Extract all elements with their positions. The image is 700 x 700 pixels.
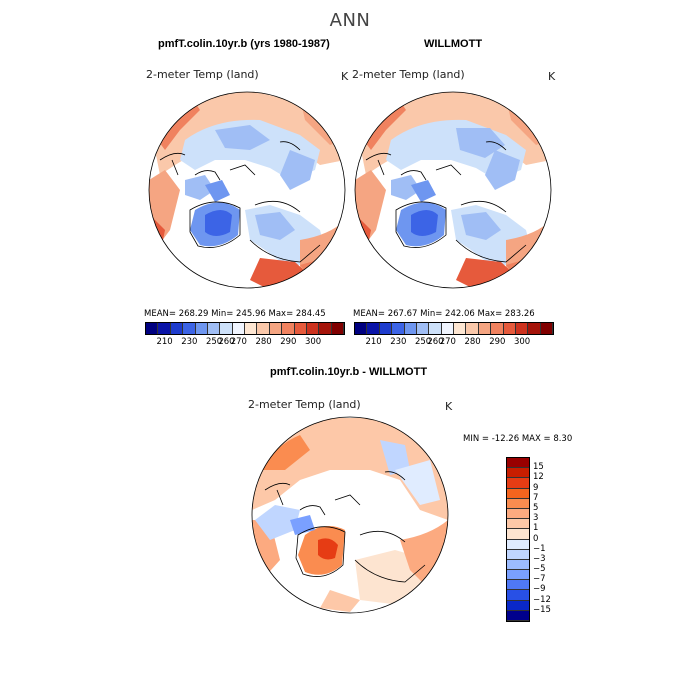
colorbar-tick-label: 300 bbox=[513, 337, 531, 347]
colorbar-tick-label: 260 bbox=[218, 337, 235, 347]
colorbar-tick-label: −15 bbox=[533, 604, 551, 615]
colorbar-swatch bbox=[507, 468, 529, 479]
colorbar-swatch bbox=[507, 549, 529, 560]
diff-minmax: MIN = -12.26 MAX = 8.30 bbox=[463, 434, 573, 444]
colorbar-tick-label: 280 bbox=[255, 337, 272, 347]
panel-variable-label-obs: 2-meter Temp (land) bbox=[352, 68, 465, 81]
colorbar-swatch bbox=[507, 539, 529, 550]
colorbar-swatch bbox=[269, 323, 283, 334]
panel-title-diff: pmfT.colin.10yr.b - WILLMOTT bbox=[270, 366, 428, 378]
colorbar-swatch bbox=[441, 323, 454, 334]
colorbar-swatch bbox=[207, 323, 221, 334]
colorbar-swatch bbox=[331, 323, 344, 334]
colorbar-swatch bbox=[170, 323, 184, 334]
colorbar-swatch bbox=[507, 488, 529, 499]
colorbar-tick-label: −3 bbox=[533, 553, 546, 564]
colorbar-tick-label: 300 bbox=[304, 337, 322, 347]
panel-stats-model: MEAN= 268.29 Min= 245.96 Max= 284.45 bbox=[144, 309, 326, 319]
colorbar-swatch bbox=[146, 323, 159, 334]
colorbar-swatch bbox=[220, 323, 233, 334]
colorbar-tick-label: 230 bbox=[390, 337, 407, 347]
colorbar-swatch bbox=[478, 323, 492, 334]
colorbar-swatch bbox=[515, 323, 529, 334]
panel-units-obs: K bbox=[548, 70, 556, 83]
colorbar-tick-label: 210 bbox=[156, 337, 173, 347]
colorbar-swatch bbox=[528, 323, 541, 334]
colorbar-swatch bbox=[507, 590, 529, 601]
colorbar-tick-label: 230 bbox=[181, 337, 198, 347]
colorbar-swatch bbox=[507, 458, 529, 469]
colorbar-swatch bbox=[416, 323, 430, 334]
colorbar-swatch bbox=[367, 323, 380, 334]
colorbar-swatch bbox=[319, 323, 332, 334]
colorbar-tick-label: 5 bbox=[533, 502, 539, 513]
colorbar-swatch bbox=[429, 323, 442, 334]
colorbar-model bbox=[145, 322, 345, 335]
colorbar-tick-label: −7 bbox=[533, 574, 546, 585]
colorbar-swatch bbox=[507, 529, 529, 540]
colorbar-swatch bbox=[392, 323, 405, 334]
colorbar-swatch bbox=[294, 323, 307, 334]
colorbar-swatch bbox=[183, 323, 196, 334]
colorbar-swatch bbox=[232, 323, 245, 334]
colorbar-swatch bbox=[540, 323, 553, 334]
colorbar-swatch bbox=[404, 323, 417, 334]
colorbar-tick-label: 12 bbox=[533, 472, 544, 483]
colorbar-swatch bbox=[507, 559, 529, 571]
colorbar-swatch bbox=[507, 570, 529, 581]
colorbar-swatch bbox=[454, 323, 467, 334]
colorbar-tick-label: −1 bbox=[533, 543, 546, 554]
colorbar-tick-label: 3 bbox=[533, 513, 539, 524]
panel-stats-obs: MEAN= 267.67 Min= 242.06 Max= 283.26 bbox=[353, 309, 535, 319]
figure-title: ANN bbox=[329, 10, 371, 31]
panel-variable-label-diff: 2-meter Temp (land) bbox=[248, 398, 361, 411]
colorbar-swatch bbox=[257, 323, 270, 334]
colorbar-tick-label: 290 bbox=[280, 337, 297, 347]
colorbar-tick-label: 7 bbox=[533, 492, 539, 503]
colorbar-swatch bbox=[306, 323, 320, 334]
panel-units-diff: K bbox=[445, 400, 453, 413]
colorbar-tick-label: 250 bbox=[414, 337, 432, 347]
colorbar-swatch bbox=[491, 323, 504, 334]
colorbar-tick-label: 15 bbox=[533, 462, 544, 473]
colorbar-swatch bbox=[507, 519, 529, 530]
colorbar-tick-label: 260 bbox=[427, 337, 444, 347]
colorbar-swatch bbox=[503, 323, 516, 334]
colorbar-tick-label: 270 bbox=[439, 337, 456, 347]
panel-variable-label-model: 2-meter Temp (land) bbox=[146, 68, 259, 81]
colorbar-tick-label: 0 bbox=[533, 533, 539, 544]
colorbar-swatch bbox=[507, 610, 529, 621]
colorbar-swatch bbox=[195, 323, 208, 334]
colorbar-diff bbox=[506, 457, 530, 622]
colorbar-swatch bbox=[507, 508, 529, 520]
colorbar-swatch bbox=[355, 323, 368, 334]
colorbar-swatch bbox=[245, 323, 258, 334]
colorbar-obs bbox=[354, 322, 554, 335]
colorbar-swatch bbox=[158, 323, 171, 334]
colorbar-tick-label: 1 bbox=[533, 523, 539, 534]
colorbar-swatch bbox=[466, 323, 479, 334]
colorbar-tick-label: 270 bbox=[230, 337, 247, 347]
colorbar-swatch bbox=[379, 323, 393, 334]
colorbar-swatch bbox=[507, 478, 529, 489]
colorbar-model-labels: 210 230 250 260 270 280 290 300 bbox=[146, 337, 344, 349]
colorbar-tick-label: 210 bbox=[365, 337, 382, 347]
colorbar-tick-label: 9 bbox=[533, 482, 539, 493]
colorbar-tick-label: −12 bbox=[533, 594, 551, 605]
colorbar-tick-label: −9 bbox=[533, 584, 546, 595]
colorbar-obs-labels: 210 230 250 260 270 280 290 300 bbox=[355, 337, 553, 349]
colorbar-tick-label: 290 bbox=[489, 337, 506, 347]
colorbar-swatch bbox=[507, 498, 529, 509]
colorbar-tick-label: 280 bbox=[464, 337, 481, 347]
colorbar-tick-label: 250 bbox=[205, 337, 223, 347]
colorbar-diff-labels: 15 12 9 7 5 3 1 0 −1 −3 −5 −7 −9 −12 −15 bbox=[533, 458, 573, 621]
colorbar-swatch bbox=[282, 323, 295, 334]
colorbar-swatch bbox=[507, 600, 529, 611]
panel-units-model: K bbox=[341, 70, 349, 83]
colorbar-swatch bbox=[507, 580, 529, 591]
colorbar-tick-label: −5 bbox=[533, 564, 546, 575]
panel-title-model: pmfT.colin.10yr.b (yrs 1980-1987) bbox=[158, 38, 330, 50]
panel-title-obs: WILLMOTT bbox=[424, 38, 483, 50]
